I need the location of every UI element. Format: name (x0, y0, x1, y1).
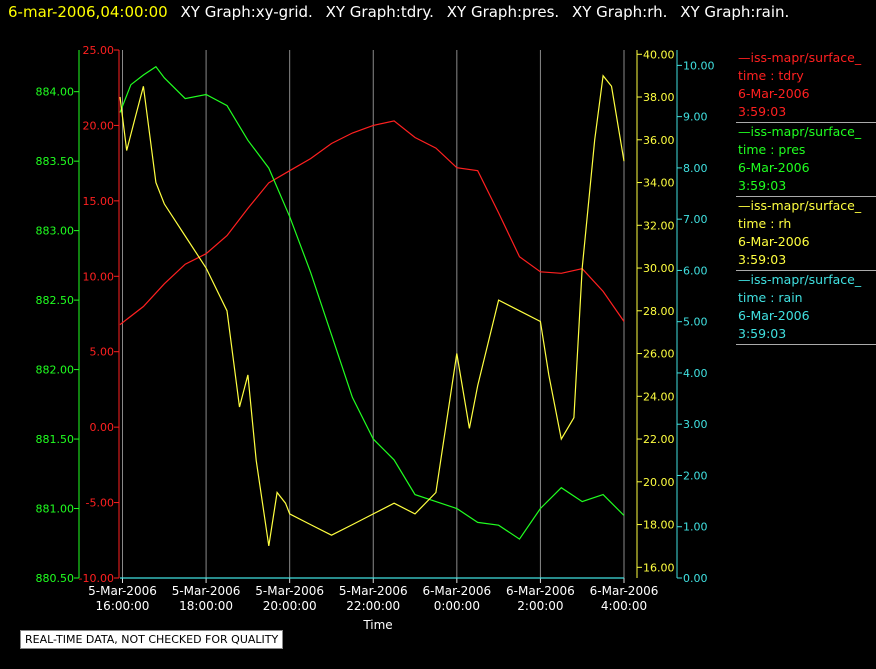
legend-var: time : tdry (738, 68, 804, 83)
rh-tick-label: 32.00 (643, 219, 675, 232)
legend-entry-rh[interactable]: —iss-mapr/surface_ time : rh 6-Mar-2006 … (736, 197, 876, 271)
legend-entry-pres[interactable]: —iss-mapr/surface_ time : pres 6-Mar-200… (736, 123, 876, 197)
rain-tick-label: 9.00 (683, 111, 708, 124)
graph-title-xy-grid: XY Graph:xy-grid. (180, 3, 313, 21)
rh-tick-label: 34.00 (643, 177, 675, 190)
tdry-tick-label: -10.00 (79, 572, 114, 585)
x-axis-label: Time (362, 618, 392, 632)
graph-title-rain: XY Graph:rain. (680, 3, 790, 21)
x-tick-label: 4:00:00 (601, 599, 647, 613)
legend-time: 3:59:03 (738, 252, 787, 267)
rh-tick-label: 30.00 (643, 262, 675, 275)
x-tick-label: 2:00:00 (517, 599, 563, 613)
rh-tick-label: 28.00 (643, 305, 675, 318)
rh-tick-label: 16.00 (643, 561, 675, 574)
series-tdry-line (119, 120, 625, 326)
legend-var: time : rain (738, 290, 803, 305)
rain-tick-label: 8.00 (683, 162, 708, 175)
pres-tick-label: 883.00 (36, 225, 75, 238)
legend-source: —iss-mapr/surface_ (738, 50, 862, 65)
x-tick-label: 5-Mar-2006 (172, 584, 241, 598)
pres-tick-label: 882.50 (36, 294, 75, 307)
tdry-tick-label: 0.00 (90, 421, 115, 434)
pres-tick-label: 881.50 (36, 433, 75, 446)
x-tick-label: 6-Mar-2006 (590, 584, 659, 598)
tdry-tick-label: 5.00 (90, 346, 115, 359)
pres-tick-label: 881.00 (36, 503, 75, 516)
header: 6-mar-2006,04:00:00 XY Graph:xy-grid. XY… (8, 3, 789, 21)
legend-source: —iss-mapr/surface_ (738, 198, 862, 213)
rain-tick-label: 2.00 (683, 469, 708, 482)
rh-tick-label: 22.00 (643, 433, 675, 446)
legend-date: 6-Mar-2006 (738, 234, 810, 249)
legend-source: —iss-mapr/surface_ (738, 272, 862, 287)
legend-var: time : pres (738, 142, 806, 157)
quality-notice: REAL-TIME DATA, NOT CHECKED FOR QUALITY (20, 630, 284, 649)
legend-entry-rain[interactable]: —iss-mapr/surface_ time : rain 6-Mar-200… (736, 271, 876, 345)
legend-time: 3:59:03 (738, 178, 787, 193)
legend: —iss-mapr/surface_ time : tdry 6-Mar-200… (736, 49, 876, 345)
legend-date: 6-Mar-2006 (738, 160, 810, 175)
rain-tick-label: 0.00 (683, 572, 708, 585)
pres-tick-label: 884.00 (36, 86, 75, 99)
rain-tick-label: 1.00 (683, 521, 708, 534)
graph-title-pres: XY Graph:pres. (446, 3, 560, 21)
x-tick-label: 6-Mar-2006 (422, 584, 491, 598)
rain-tick-label: 6.00 (683, 264, 708, 277)
series-rh-line (119, 74, 625, 546)
pres-tick-label: 880.50 (36, 572, 75, 585)
x-tick-label: 22:00:00 (346, 599, 400, 613)
legend-date: 6-Mar-2006 (738, 86, 810, 101)
rain-tick-label: 3.00 (683, 418, 708, 431)
x-tick-label: 5-Mar-2006 (88, 584, 157, 598)
tdry-tick-label: 25.00 (83, 44, 115, 57)
rain-tick-label: 10.00 (683, 59, 715, 72)
x-tick-label: 16:00:00 (96, 599, 150, 613)
tdry-tick-label: 15.00 (83, 195, 115, 208)
x-tick-label: 20:00:00 (263, 599, 317, 613)
pres-tick-label: 882.00 (36, 364, 75, 377)
pres-tick-label: 883.50 (36, 155, 75, 168)
rh-tick-label: 18.00 (643, 519, 675, 532)
rain-tick-label: 4.00 (683, 367, 708, 380)
rh-tick-label: 38.00 (643, 91, 675, 104)
x-tick-label: 5-Mar-2006 (339, 584, 408, 598)
legend-source: —iss-mapr/surface_ (738, 124, 862, 139)
x-tick-label: 5-Mar-2006 (255, 584, 324, 598)
rain-tick-label: 7.00 (683, 213, 708, 226)
tdry-tick-label: 10.00 (83, 270, 115, 283)
x-tick-label: 18:00:00 (179, 599, 233, 613)
tdry-tick-label: 20.00 (83, 119, 115, 132)
tdry-tick-label: -5.00 (86, 497, 114, 510)
rh-tick-label: 36.00 (643, 134, 675, 147)
rh-tick-label: 26.00 (643, 348, 675, 361)
graph-title-tdry: XY Graph:tdry. (325, 3, 434, 21)
legend-var: time : rh (738, 216, 792, 231)
timestamp: 6-mar-2006,04:00:00 (8, 3, 168, 21)
rh-tick-label: 20.00 (643, 476, 675, 489)
x-tick-label: 0:00:00 (434, 599, 480, 613)
rain-tick-label: 5.00 (683, 316, 708, 329)
legend-date: 6-Mar-2006 (738, 308, 810, 323)
rh-tick-label: 40.00 (643, 48, 675, 61)
legend-entry-tdry[interactable]: —iss-mapr/surface_ time : tdry 6-Mar-200… (736, 49, 876, 123)
graph-title-rh: XY Graph:rh. (571, 3, 668, 21)
legend-time: 3:59:03 (738, 326, 787, 341)
x-tick-label: 6-Mar-2006 (506, 584, 575, 598)
series-pres-line (119, 65, 625, 540)
legend-time: 3:59:03 (738, 104, 787, 119)
rh-tick-label: 24.00 (643, 390, 675, 403)
